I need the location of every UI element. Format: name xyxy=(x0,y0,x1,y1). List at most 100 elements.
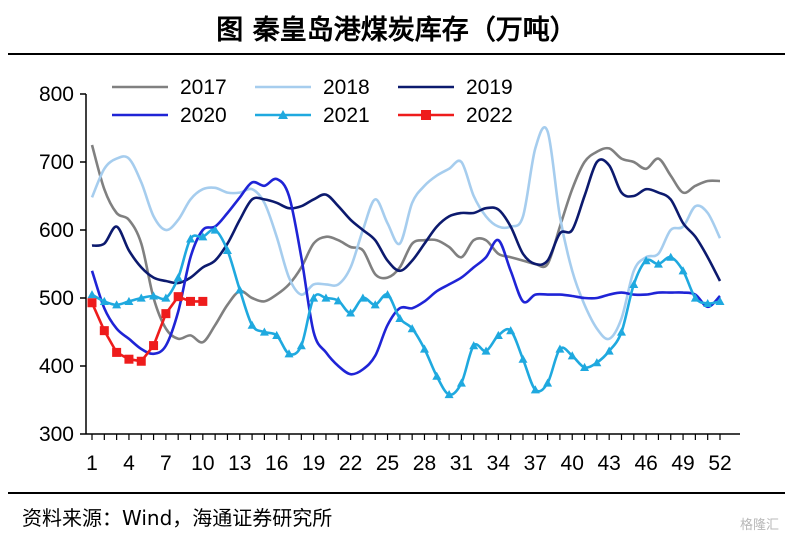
data-point-2021 xyxy=(493,330,503,339)
series-line-2018 xyxy=(90,125,722,341)
series-2018 xyxy=(90,125,722,341)
data-point-2022 xyxy=(186,296,196,306)
legend-label: 2021 xyxy=(323,104,370,127)
data-point-2021 xyxy=(469,341,479,350)
series-line-2019 xyxy=(91,158,722,285)
legend-item-2019: 2019 xyxy=(398,76,513,99)
data-point-2021 xyxy=(198,232,208,241)
data-point-2021 xyxy=(87,290,97,299)
y-tick-label: 700 xyxy=(39,151,74,174)
y-tick-label: 800 xyxy=(39,83,74,106)
data-point-2021 xyxy=(543,378,553,387)
data-point-2022 xyxy=(161,309,171,319)
legend-label: 2018 xyxy=(323,76,370,99)
data-point-2021 xyxy=(284,349,294,358)
legend-item-2017: 2017 xyxy=(112,76,227,99)
legend-item-2022: 2022 xyxy=(398,104,513,127)
data-point-2021 xyxy=(309,293,319,302)
x-tick-label: 1 xyxy=(86,452,98,475)
series-2022 xyxy=(87,292,208,366)
y-tick-label: 300 xyxy=(39,423,74,446)
data-point-2021 xyxy=(518,354,528,363)
x-tick-label: 4 xyxy=(123,452,135,475)
page-title: 图 秦皇岛港煤炭库存（万吨） xyxy=(216,15,577,46)
data-point-2021 xyxy=(124,296,134,305)
axes: 300 400 500 600 700 800 1 4 7 10 13 16 19 22 25 28 31 34 3… xyxy=(39,83,740,475)
source-note: 资料来源：Wind，海通证券研究所 xyxy=(22,506,333,530)
data-point-2021 xyxy=(370,300,380,309)
x-tick-label: 52 xyxy=(708,452,731,475)
data-point-2021 xyxy=(161,293,171,302)
data-point-2021 xyxy=(395,313,405,322)
data-point-2022 xyxy=(87,298,97,308)
series-layer xyxy=(87,125,725,399)
data-point-2021 xyxy=(259,327,269,336)
data-point-2022 xyxy=(149,341,159,351)
x-tick-label: 19 xyxy=(302,452,325,475)
data-point-2021 xyxy=(346,308,356,317)
x-tick-label: 22 xyxy=(339,452,362,475)
data-point-2021 xyxy=(456,378,466,387)
data-point-2021 xyxy=(210,225,220,234)
data-point-2021 xyxy=(247,320,257,329)
data-point-2021 xyxy=(112,300,122,309)
legend-item-2020: 2020 xyxy=(112,104,227,127)
data-point-2021 xyxy=(358,293,368,302)
y-tick-label: 400 xyxy=(39,355,74,378)
legend-label: 2017 xyxy=(180,76,227,99)
data-point-2021 xyxy=(235,285,245,294)
x-tick-label: 10 xyxy=(191,452,214,475)
title-rule xyxy=(8,53,785,55)
legend-label: 2022 xyxy=(466,104,513,127)
x-tick-label: 34 xyxy=(487,452,511,475)
y-tick-label: 600 xyxy=(39,219,74,242)
x-tick-label: 28 xyxy=(413,452,436,475)
x-tick-label: 40 xyxy=(561,452,584,475)
data-point-2021 xyxy=(419,344,429,353)
data-point-2021 xyxy=(629,279,639,288)
x-tick-label: 37 xyxy=(524,452,547,475)
data-point-2022 xyxy=(173,292,183,302)
data-point-2022 xyxy=(198,296,208,306)
data-point-2021 xyxy=(604,346,614,355)
legend-marker xyxy=(421,110,431,120)
data-point-2022 xyxy=(112,347,122,357)
x-tick-label: 43 xyxy=(597,452,620,475)
series-2019 xyxy=(91,158,722,285)
legend-item-2018: 2018 xyxy=(255,76,370,99)
data-point-2021 xyxy=(321,293,331,302)
data-point-2021 xyxy=(99,296,109,305)
x-tick-label: 7 xyxy=(160,452,172,475)
series-2021 xyxy=(87,225,725,399)
data-point-2022 xyxy=(136,356,146,366)
legend-label: 2020 xyxy=(180,104,227,127)
data-point-2021 xyxy=(383,290,393,299)
data-point-2021 xyxy=(555,344,565,353)
x-tick-label: 25 xyxy=(376,452,399,475)
data-point-2021 xyxy=(296,341,306,350)
series-line-2020 xyxy=(90,177,721,376)
data-point-2021 xyxy=(186,234,196,243)
x-tick-label: 31 xyxy=(450,452,473,475)
legend-item-2021: 2021 xyxy=(255,104,370,127)
data-point-2021 xyxy=(666,252,676,261)
data-point-2022 xyxy=(124,354,134,364)
data-point-2021 xyxy=(678,266,688,275)
data-point-2021 xyxy=(715,296,725,305)
data-point-2021 xyxy=(580,362,590,371)
data-point-2021 xyxy=(703,298,713,308)
data-point-2021 xyxy=(222,245,232,254)
data-point-2022 xyxy=(99,326,109,336)
series-2017 xyxy=(90,144,721,344)
data-point-2021 xyxy=(444,390,454,399)
data-point-2021 xyxy=(407,324,417,333)
line-chart: 300 400 500 600 700 800 1 4 7 10 13 16 19 22 25 28 31 34 3… xyxy=(39,76,740,475)
x-tick-label: 13 xyxy=(228,452,251,475)
legend: 2017 2018 2019 2020 2021 2022 xyxy=(112,76,513,127)
x-tick-label: 49 xyxy=(671,452,694,475)
y-tick-label: 500 xyxy=(39,287,74,310)
x-tick-label: 46 xyxy=(634,452,657,475)
data-point-2021 xyxy=(481,346,491,355)
data-point-2021 xyxy=(333,296,343,305)
watermark: 格隆汇 xyxy=(739,518,779,533)
